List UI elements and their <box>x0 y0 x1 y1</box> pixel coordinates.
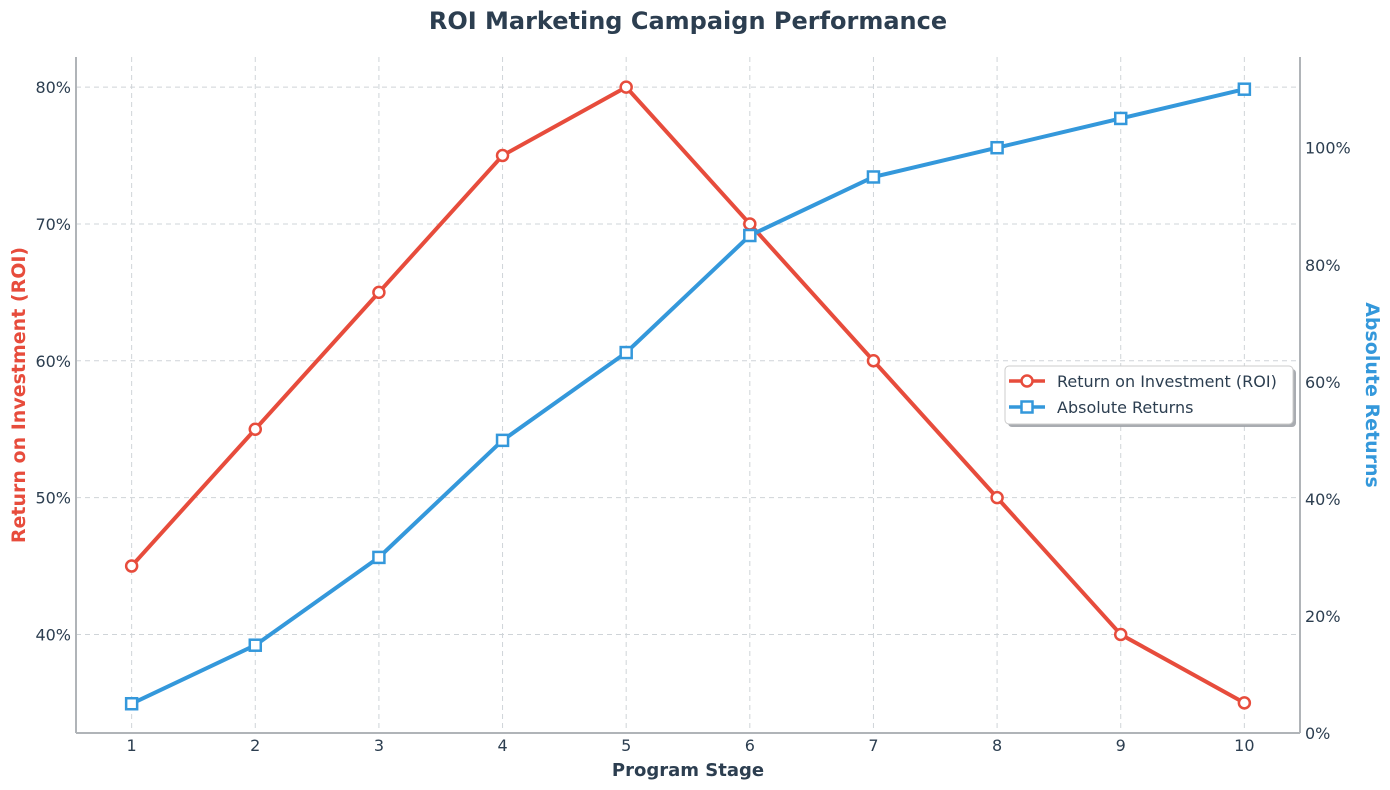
y-left-tick-label: 80% <box>35 78 71 97</box>
y-right-axis-label: Absolute Returns <box>1361 302 1383 488</box>
x-tick-label: 8 <box>992 736 1002 755</box>
y-right-tick-labels: 0% 20% 40% 60% 80% 100% <box>1305 139 1351 743</box>
y-right-tick-label: 0% <box>1305 724 1330 743</box>
y-right-tick-label: 40% <box>1305 490 1341 509</box>
y-right-tick-label: 20% <box>1305 607 1341 626</box>
data-point-absolute-returns <box>248 638 263 652</box>
series-line-absolute-returns <box>129 87 1247 706</box>
series-line-roi <box>129 85 1247 705</box>
x-tick-label: 6 <box>745 736 755 755</box>
y-right-tick-label: 80% <box>1305 256 1341 275</box>
data-point-absolute-returns <box>372 550 386 565</box>
legend-box <box>1004 365 1294 425</box>
legend: Return on Investment (ROI) Absolute Retu… <box>1004 365 1296 427</box>
data-point-roi <box>248 422 263 436</box>
x-tick-label: 3 <box>374 736 384 755</box>
legend-marker-roi <box>1020 374 1034 388</box>
y-left-tick-label: 60% <box>35 352 71 371</box>
x-tick-label: 4 <box>497 736 507 755</box>
y-left-tick-labels: 40% 50% 60% 70% 80% <box>35 78 71 644</box>
y-left-tick-label: 50% <box>35 489 71 508</box>
data-point-roi <box>619 80 633 94</box>
y-left-tick-label: 70% <box>35 215 71 234</box>
y-left-tick-label: 40% <box>35 625 71 644</box>
x-tick-labels: 1 2 3 4 5 6 7 8 9 10 <box>127 736 1255 755</box>
y-right-tick-label: 100% <box>1305 139 1351 158</box>
x-tick-label: 1 <box>127 736 137 755</box>
grid <box>76 57 1300 733</box>
data-point-roi <box>1237 696 1252 710</box>
data-point-roi <box>124 559 139 573</box>
data-point-absolute-returns <box>1237 82 1252 96</box>
data-point-roi <box>1113 627 1128 642</box>
legend-label-roi: Return on Investment (ROI) <box>1057 372 1277 391</box>
series <box>124 80 1252 711</box>
chart-title: ROI Marketing Campaign Performance <box>429 7 947 35</box>
x-tick-label: 2 <box>250 736 260 755</box>
y-left-axis-label: Return on Investment (ROI) <box>8 247 30 543</box>
data-point-roi <box>743 217 757 231</box>
data-point-roi <box>495 148 510 163</box>
axes-frame <box>75 57 1301 734</box>
data-point-absolute-returns <box>743 228 757 243</box>
y-right-tick-label: 60% <box>1305 373 1341 392</box>
data-point-absolute-returns <box>1113 111 1128 126</box>
data-point-roi <box>372 285 386 300</box>
data-point-absolute-returns <box>990 140 1004 155</box>
data-point-roi <box>990 490 1004 505</box>
data-point-absolute-returns <box>619 345 633 360</box>
x-axis-label: Program Stage <box>612 760 764 781</box>
data-point-absolute-returns <box>495 433 510 448</box>
legend-marker-absolute-returns <box>1020 400 1034 414</box>
data-point-absolute-returns <box>124 696 139 711</box>
x-tick-label: 5 <box>621 736 631 755</box>
legend-label-absolute-returns: Absolute Returns <box>1057 398 1193 417</box>
data-point-roi <box>866 354 881 368</box>
x-tick-label: 9 <box>1116 736 1126 755</box>
x-tick-label: 7 <box>868 736 878 755</box>
data-point-absolute-returns <box>866 170 881 184</box>
x-tick-label: 10 <box>1234 736 1254 755</box>
